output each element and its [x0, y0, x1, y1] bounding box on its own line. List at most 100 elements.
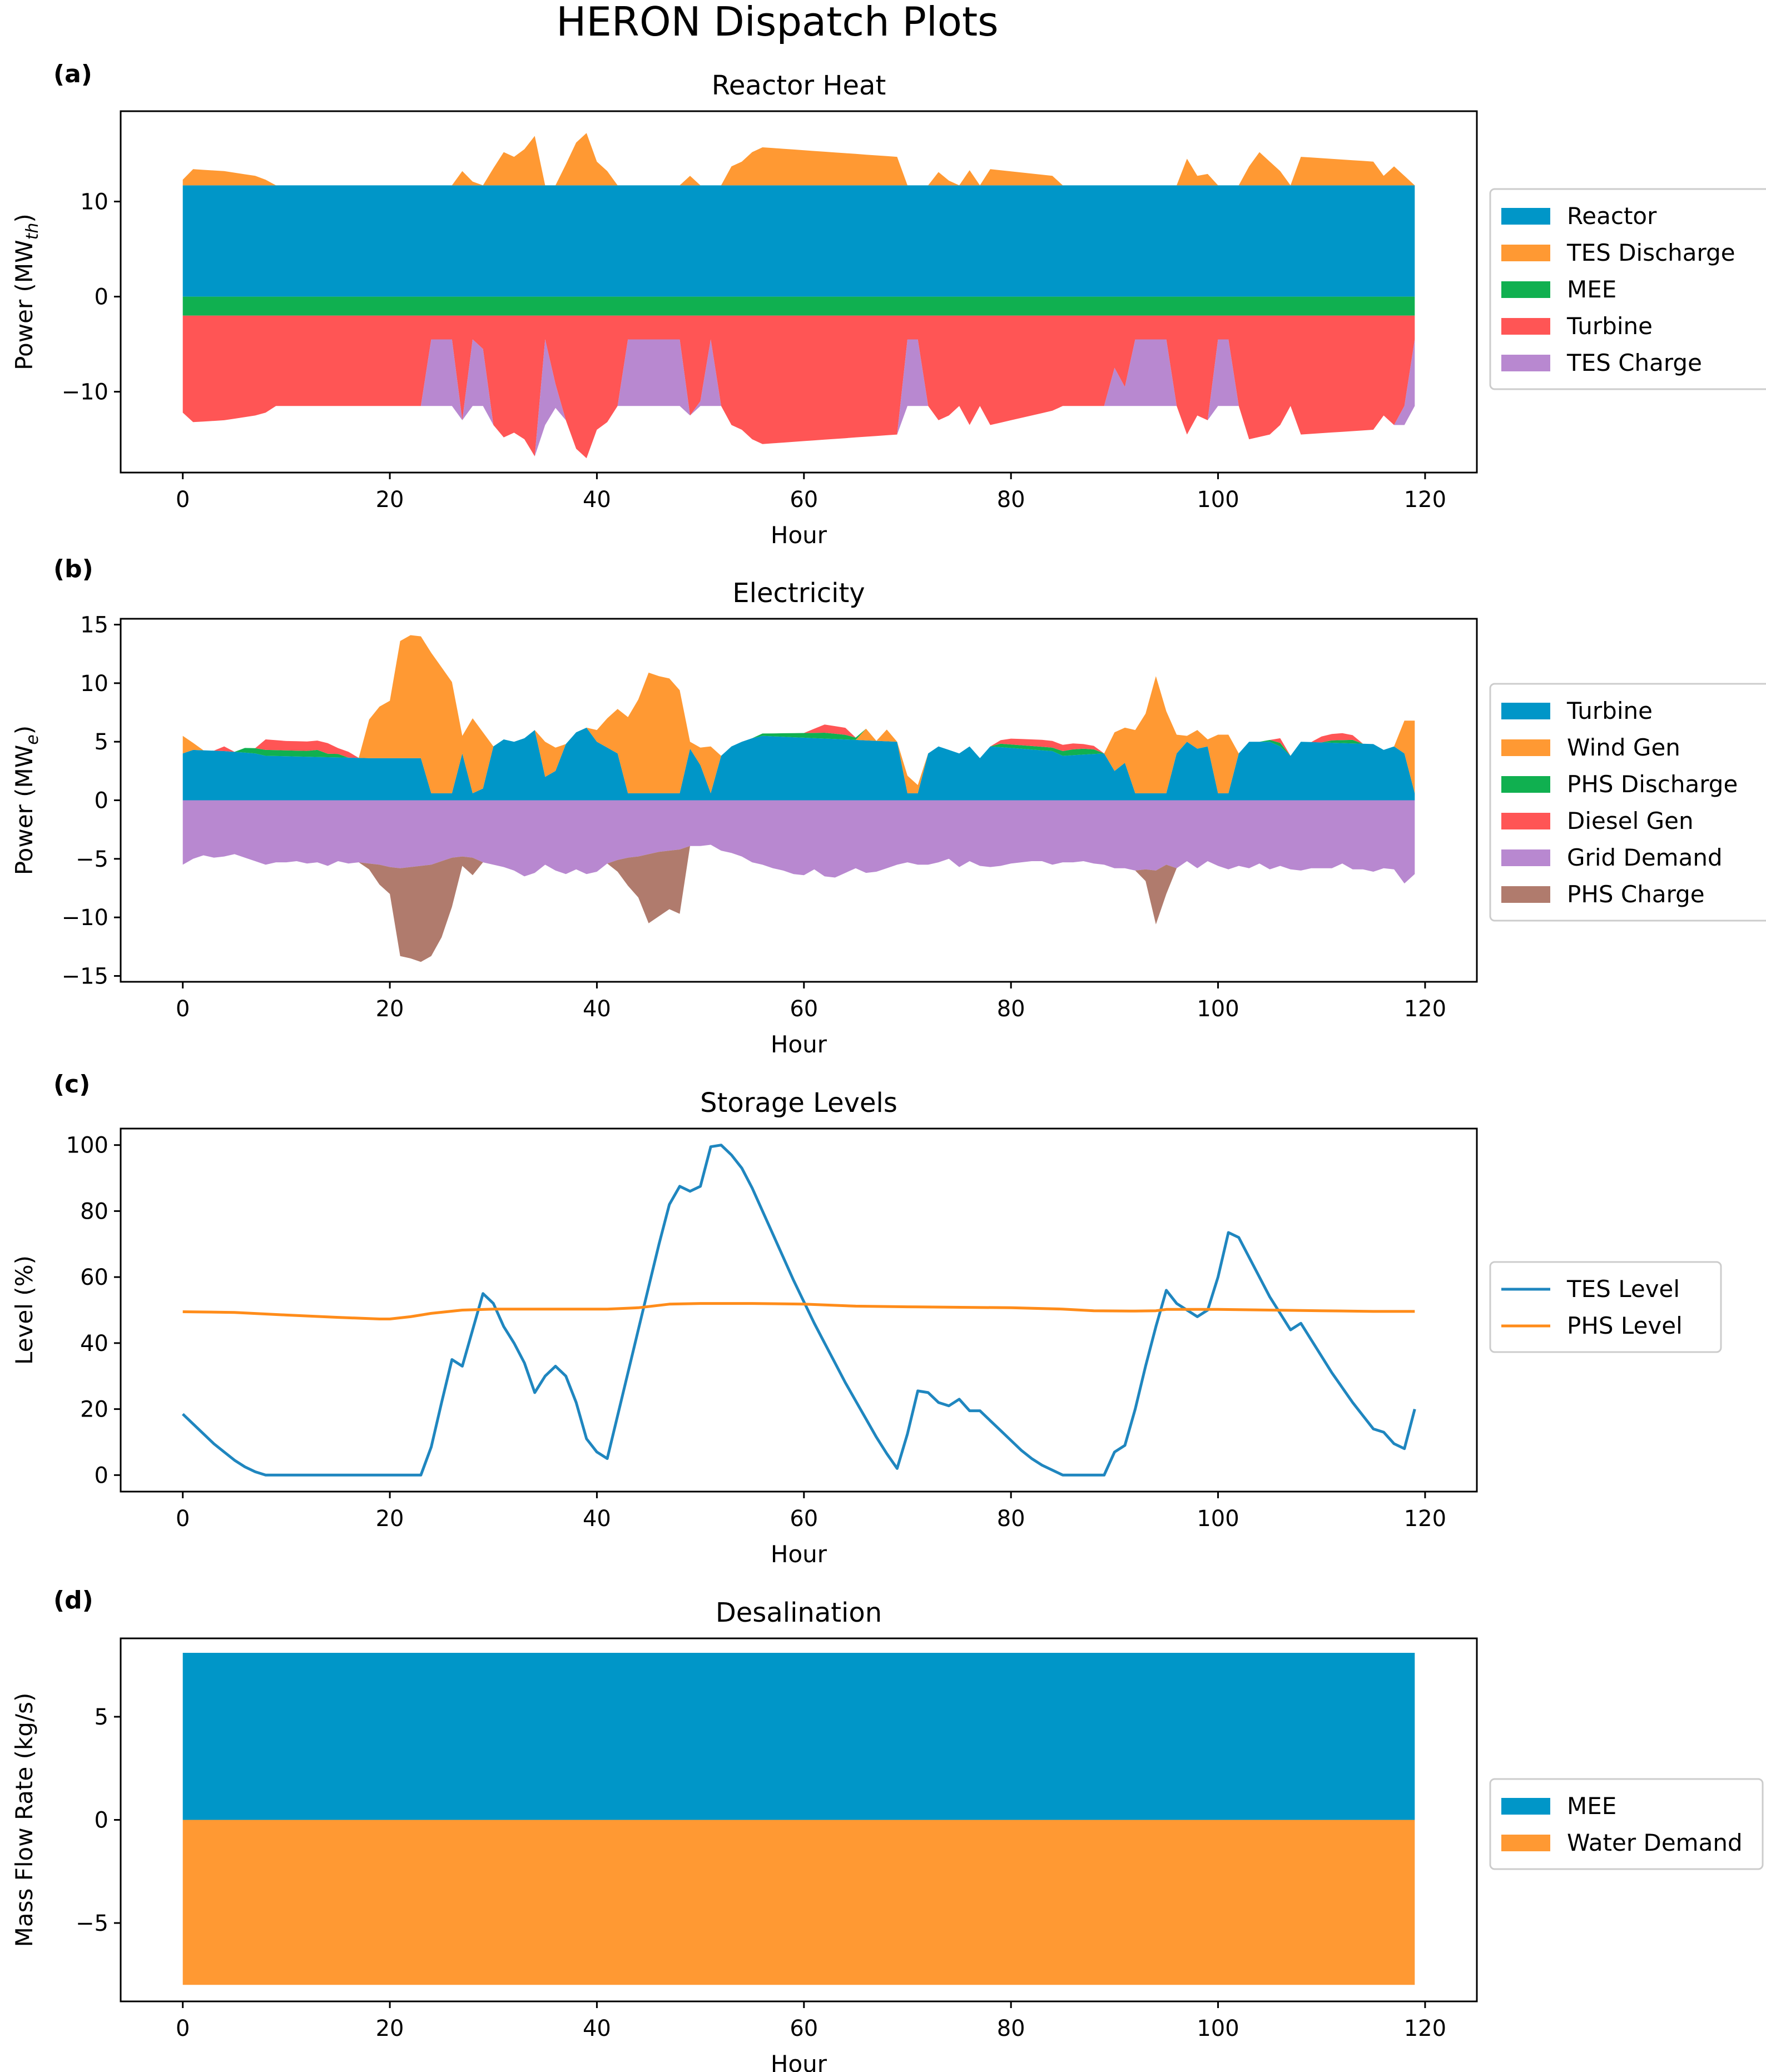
- legend-entry: TES Charge: [1566, 349, 1702, 376]
- legend: MEE Water Demand: [1489, 1778, 1764, 1870]
- legend: Reactor TES Discharge MEE Turbine TES Charge: [1489, 188, 1766, 390]
- panel-label: (a): [53, 60, 92, 88]
- y-tick-label: 5: [95, 729, 108, 755]
- x-axis-label: Hour: [771, 1541, 827, 1568]
- series-area-reactor: [182, 185, 1415, 297]
- legend-entry: Turbine: [1566, 697, 1653, 724]
- x-axis-label: Hour: [771, 2050, 827, 2072]
- series-area-turbine: [182, 727, 1415, 801]
- legend-entry: MEE: [1567, 1792, 1616, 1820]
- y-tick-label: 0: [95, 788, 108, 814]
- y-tick-label: 60: [80, 1265, 108, 1290]
- x-tick-label: 120: [1404, 1506, 1446, 1532]
- series-line-tes-level: [181, 1144, 1416, 1477]
- panel-d: (d) Desalination 0 20 40 60 80 100 120 −5 0 5 Hour Ma…: [11, 1586, 1764, 2072]
- x-tick-label: 40: [583, 2016, 611, 2041]
- x-tick-label: 60: [790, 487, 818, 513]
- x-tick-label: 0: [176, 996, 190, 1022]
- y-tick-label: −5: [76, 1911, 108, 1936]
- y-tick-label: 5: [95, 1705, 108, 1730]
- x-tick-label: 120: [1404, 2016, 1446, 2041]
- y-tick-label: −10: [62, 380, 108, 405]
- axes-title: Storage Levels: [700, 1087, 897, 1119]
- x-tick-label: 0: [176, 2016, 190, 2041]
- y-tick-label: −10: [62, 905, 108, 931]
- series-area-turbine: [182, 315, 1415, 459]
- y-axis-label-end: ): [11, 213, 38, 222]
- legend-swatch: [1501, 1798, 1550, 1815]
- y-axis-label-main: Level (%): [11, 1255, 38, 1365]
- series-area-tes-charge: [182, 339, 1415, 459]
- series-area-phs-charge: [182, 844, 1415, 962]
- legend-entry: PHS Level: [1567, 1312, 1683, 1339]
- legend-entry: MEE: [1567, 276, 1616, 303]
- legend-entry: PHS Charge: [1567, 881, 1705, 908]
- y-tick-label: 15: [80, 613, 108, 638]
- x-tick-label: 60: [790, 996, 818, 1022]
- legend-box: [1489, 683, 1766, 922]
- y-tick-label: 40: [80, 1331, 108, 1357]
- x-tick-label: 20: [376, 996, 404, 1022]
- legend: TES Level PHS Level: [1489, 1261, 1722, 1353]
- axes-title: Desalination: [716, 1597, 882, 1628]
- y-tick-label: 80: [80, 1199, 108, 1224]
- legend-box: [1489, 188, 1766, 390]
- x-tick-label: 40: [583, 1506, 611, 1532]
- x-tick-label: 20: [376, 487, 404, 513]
- legend-swatch: [1501, 813, 1550, 829]
- legend-entry: PHS Discharge: [1567, 771, 1738, 798]
- y-tick-label: 0: [95, 1463, 108, 1488]
- legend-entry: TES Level: [1566, 1275, 1680, 1303]
- panel-label: (d): [53, 1586, 93, 1614]
- x-tick-label: 80: [997, 1506, 1025, 1532]
- legend-entry: TES Discharge: [1566, 239, 1735, 266]
- legend-entry: Turbine: [1566, 312, 1653, 340]
- legend-entry: Water Demand: [1567, 1829, 1743, 1856]
- y-axis-label-main: Power (MW: [11, 745, 38, 876]
- y-tick-label: 0: [95, 285, 108, 310]
- legend-swatch: [1501, 739, 1550, 756]
- panel-label: (c): [53, 1070, 90, 1099]
- plot-area: [181, 1144, 1416, 1477]
- x-tick-label: 100: [1197, 2016, 1239, 2041]
- x-tick-label: 60: [790, 1506, 818, 1532]
- legend-swatch: [1501, 886, 1550, 903]
- y-tick-label: 10: [80, 671, 108, 697]
- y-axis-label-subscript: th: [23, 223, 42, 240]
- y-tick-label: 20: [80, 1397, 108, 1423]
- series-line-phs-level: [182, 1302, 1415, 1320]
- legend-swatch: [1501, 355, 1550, 371]
- x-axis-label: Hour: [771, 1031, 827, 1058]
- legend-swatch: [1501, 245, 1550, 261]
- x-axis-label: Hour: [771, 521, 827, 549]
- panel-b: (b) Electricity 0 20 40 60 80 100 120 −15 −10 −5 0 5 1…: [11, 555, 1766, 1058]
- legend-swatch: [1501, 281, 1550, 298]
- series-area-water-demand: [182, 1820, 1415, 1985]
- y-axis-label: Power (MWth): [11, 213, 42, 370]
- y-axis-label-subscript: e: [23, 734, 42, 744]
- y-tick-label: −5: [76, 847, 108, 872]
- y-axis-label-main: Mass Flow Rate (kg/s): [11, 1693, 38, 1947]
- series-area-tes-discharge: [182, 133, 1415, 186]
- x-tick-label: 0: [176, 1506, 190, 1532]
- y-axis-label-main: Power (MW: [11, 240, 38, 370]
- x-tick-label: 120: [1404, 996, 1446, 1022]
- x-tick-label: 40: [583, 996, 611, 1022]
- legend-box: [1489, 1261, 1722, 1353]
- series-area-wind-gen: [182, 635, 1415, 793]
- y-tick-label: −15: [62, 963, 108, 989]
- x-tick-label: 100: [1197, 996, 1239, 1022]
- legend-swatch: [1501, 849, 1550, 866]
- x-tick-label: 100: [1197, 1506, 1239, 1532]
- legend-entry: Diesel Gen: [1567, 807, 1694, 834]
- legend-swatch: [1501, 1835, 1550, 1851]
- axes-title: Reactor Heat: [712, 70, 886, 101]
- legend-entry: Grid Demand: [1567, 844, 1723, 871]
- panel-c: (c) Storage Levels 0 20 40 60 80 100 120 0 20 40 60 8…: [11, 1070, 1722, 1568]
- y-axis-label-end: ): [11, 726, 38, 734]
- y-axis-label: Power (MWe): [11, 726, 42, 875]
- x-tick-label: 40: [583, 487, 611, 513]
- legend-entry: Reactor: [1567, 202, 1657, 230]
- y-axis-label: Level (%): [11, 1255, 38, 1365]
- x-tick-label: 20: [376, 2016, 404, 2041]
